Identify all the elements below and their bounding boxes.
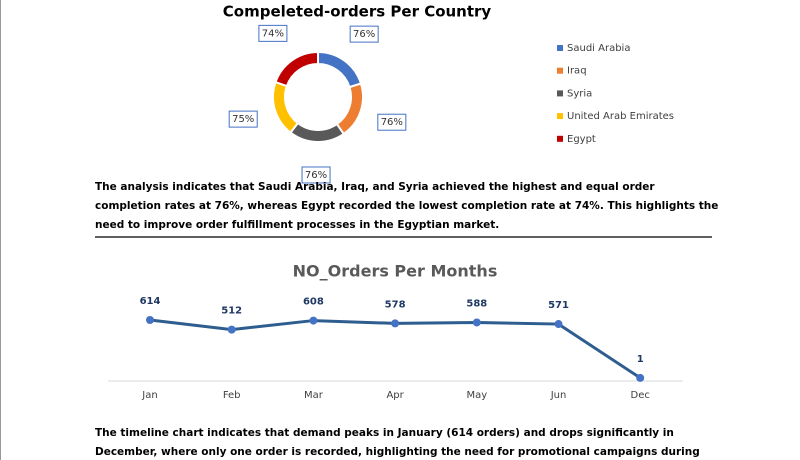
data-label: 75% xyxy=(232,114,254,125)
x-tick-label: May xyxy=(466,390,487,401)
timeline-text: The timeline chart indicates that demand… xyxy=(95,427,700,458)
donut-segment xyxy=(335,82,364,136)
point xyxy=(227,325,236,334)
legend-label: Syria xyxy=(567,88,592,99)
legend-swatch xyxy=(557,90,563,97)
data-label: 614 xyxy=(140,296,161,307)
data-label: 76% xyxy=(353,29,375,40)
x-tick-label: Mar xyxy=(304,390,324,401)
legend-label: United Arab Emirates xyxy=(567,111,674,122)
donut-segment xyxy=(289,121,346,143)
data-label: 76% xyxy=(305,170,327,181)
legend-swatch xyxy=(557,45,563,51)
label-box xyxy=(349,25,379,43)
data-label: 578 xyxy=(385,299,406,310)
point xyxy=(391,319,400,328)
donut-title: Compeleted-orders Per Country xyxy=(223,3,492,21)
point xyxy=(636,373,645,382)
label-box xyxy=(258,24,288,42)
legend-swatch xyxy=(557,113,563,120)
legend-label: Egypt xyxy=(567,134,596,145)
data-label: 74% xyxy=(262,28,284,39)
label-box xyxy=(377,113,407,131)
x-tick-label: Dec xyxy=(631,390,650,401)
x-tick-label: Jan xyxy=(141,390,157,401)
data-label: 588 xyxy=(466,298,487,309)
legend-swatch xyxy=(557,67,563,74)
legend-label: Iraq xyxy=(567,66,587,77)
donut-segment xyxy=(317,50,363,89)
donut-segment xyxy=(274,50,319,88)
series-line xyxy=(149,318,642,380)
data-label: 1 xyxy=(637,354,644,365)
point xyxy=(146,316,154,324)
data-label: 512 xyxy=(221,306,242,317)
donut-segment xyxy=(272,80,300,134)
data-label: 571 xyxy=(548,300,569,311)
legend-swatch xyxy=(557,135,563,142)
data-label: 76% xyxy=(381,117,403,128)
point xyxy=(554,320,563,329)
x-tick-label: Apr xyxy=(386,390,404,401)
x-tick-label: Jun xyxy=(550,390,567,401)
label-box xyxy=(228,110,258,128)
x-tick-label: Feb xyxy=(223,390,241,401)
label-box xyxy=(301,166,331,184)
legend-label: Saudi Arabia xyxy=(567,43,630,54)
data-label: 608 xyxy=(303,297,324,308)
analysis-text: The analysis indicates that Saudi Arabia… xyxy=(95,181,719,231)
point xyxy=(309,316,318,325)
line-title: NO_Orders Per Months xyxy=(293,262,498,281)
point xyxy=(472,318,481,327)
